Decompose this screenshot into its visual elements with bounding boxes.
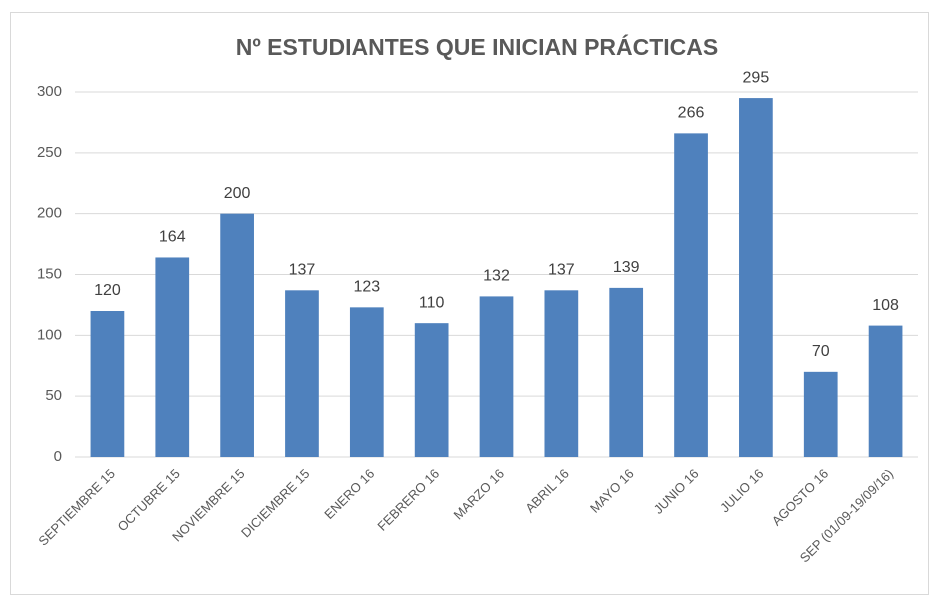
bar	[674, 133, 708, 457]
bar	[739, 98, 773, 457]
data-label: 139	[613, 259, 640, 276]
bar	[544, 290, 579, 457]
bar	[349, 307, 384, 457]
bar	[414, 323, 449, 457]
y-tick-label: 100	[37, 326, 62, 343]
data-label: 137	[289, 262, 316, 279]
y-tick-label: 0	[54, 448, 62, 465]
data-label: 295	[743, 69, 770, 86]
y-tick-label: 150	[37, 265, 62, 282]
data-label: 108	[872, 297, 899, 314]
data-label: 164	[159, 229, 186, 246]
y-tick-label: 250	[37, 144, 62, 161]
data-label: 70	[812, 343, 830, 360]
y-tick-label: 300	[37, 83, 62, 100]
bar	[803, 371, 838, 457]
data-label: 137	[548, 262, 575, 279]
data-label: 132	[483, 268, 510, 285]
bar	[155, 257, 190, 457]
bar	[609, 287, 644, 457]
bar	[479, 296, 514, 457]
bar	[868, 325, 903, 457]
data-label: 110	[419, 294, 445, 311]
chart-title: Nº ESTUDIANTES QUE INICIAN PRÁCTICAS	[236, 33, 718, 60]
data-label: 120	[94, 282, 121, 299]
bar	[220, 213, 254, 457]
bar	[285, 290, 319, 457]
bar	[90, 311, 125, 457]
data-label: 266	[678, 105, 705, 122]
y-tick-label: 200	[37, 205, 62, 222]
y-tick-label: 50	[45, 387, 62, 404]
data-label: 123	[353, 279, 380, 296]
data-label: 200	[224, 185, 251, 202]
